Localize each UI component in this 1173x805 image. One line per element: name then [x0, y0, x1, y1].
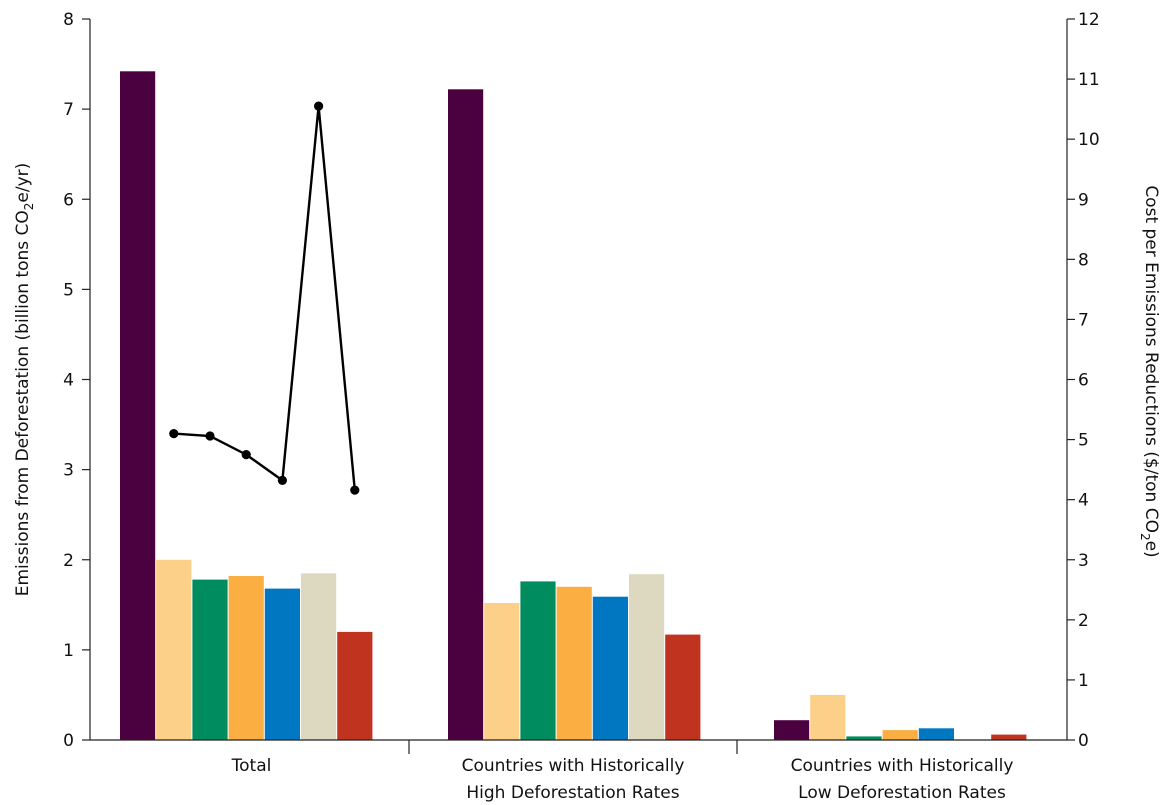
cost-point-4 [314, 101, 324, 111]
cost-line-group [169, 101, 360, 495]
bar-s6-c2 [991, 734, 1027, 740]
right-tick-label-9: 9 [1078, 190, 1089, 210]
left-tick-label-8: 8 [63, 10, 74, 30]
right-tick-label-12: 12 [1078, 10, 1100, 30]
bar-s0-c0 [120, 71, 156, 741]
cost-point-1 [205, 431, 215, 441]
cost-line [173, 105, 356, 491]
bars-group [120, 71, 1027, 741]
axes-group [82, 18, 1075, 754]
bar-s6-c1 [665, 634, 701, 740]
cost-point-5 [350, 485, 360, 495]
left-tick-label-2: 2 [63, 551, 74, 571]
left-axis-title: Emissions from Deforestation (billion to… [13, 163, 36, 597]
left-tick-label-4: 4 [63, 371, 74, 391]
bar-s2-c1 [520, 581, 556, 740]
right-tick-label-10: 10 [1078, 130, 1100, 150]
bar-s0-c1 [448, 89, 484, 741]
right-axis-title-subscript: 2 [1138, 533, 1152, 541]
right-tick-label-2: 2 [1078, 611, 1089, 631]
left-axis-title-part-1: Emissions from Deforestation (billion to… [13, 210, 33, 596]
category-label-1-0: Countries with Historically [462, 756, 685, 776]
left-tick-label-7: 7 [63, 100, 74, 120]
left-axis-title-subscript: 2 [22, 203, 36, 211]
right-tick-label-1: 1 [1078, 671, 1089, 691]
left-tick-label-1: 1 [63, 641, 74, 661]
right-axis-title: Cost per Emissions Reductions ($/ton CO2… [1138, 185, 1161, 557]
right-tick-label-4: 4 [1078, 491, 1089, 511]
category-label-2-1: Low Deforestation Rates [798, 783, 1006, 803]
bar-s1-c0 [156, 559, 192, 741]
right-axis-title-part-1: Cost per Emissions Reductions ($/ton CO [1141, 185, 1161, 533]
right-tick-label-5: 5 [1078, 431, 1089, 451]
left-tick-label-0: 0 [63, 731, 74, 751]
bar-s0-c2 [774, 720, 810, 740]
category-label-0-0: Total [231, 756, 272, 776]
right-tick-label-3: 3 [1078, 551, 1089, 571]
bar-s2-c2 [846, 736, 882, 740]
bar-s4-c1 [592, 596, 628, 740]
left-tick-label-3: 3 [63, 461, 74, 481]
cost-point-0 [169, 429, 179, 439]
bar-s3-c1 [556, 586, 592, 740]
bar-s4-c0 [264, 588, 300, 740]
bar-s1-c2 [810, 694, 846, 740]
bar-s5-c1 [629, 574, 665, 740]
category-label-2-0: Countries with Historically [791, 756, 1014, 776]
left-tick-label-6: 6 [63, 190, 74, 210]
bar-s3-c2 [882, 730, 918, 740]
bar-s6-c0 [337, 631, 373, 740]
bar-s3-c0 [228, 576, 264, 740]
left-tick-label-5: 5 [63, 280, 74, 300]
left-axis-title-part-3: e/yr) [13, 163, 33, 203]
right-tick-label-0: 0 [1078, 731, 1089, 751]
bar-s1-c1 [484, 603, 520, 740]
right-tick-label-6: 6 [1078, 371, 1089, 391]
cost-point-3 [277, 475, 287, 485]
bar-s5-c0 [301, 573, 337, 740]
right-tick-label-8: 8 [1078, 250, 1089, 270]
right-tick-label-11: 11 [1078, 70, 1100, 90]
right-axis-title-part-3: e) [1141, 541, 1161, 558]
cost-point-2 [241, 450, 251, 460]
bar-s4-c2 [918, 728, 954, 740]
category-label-1-1: High Deforestation Rates [466, 783, 679, 803]
bar-s2-c0 [192, 579, 228, 740]
right-tick-label-7: 7 [1078, 310, 1089, 330]
